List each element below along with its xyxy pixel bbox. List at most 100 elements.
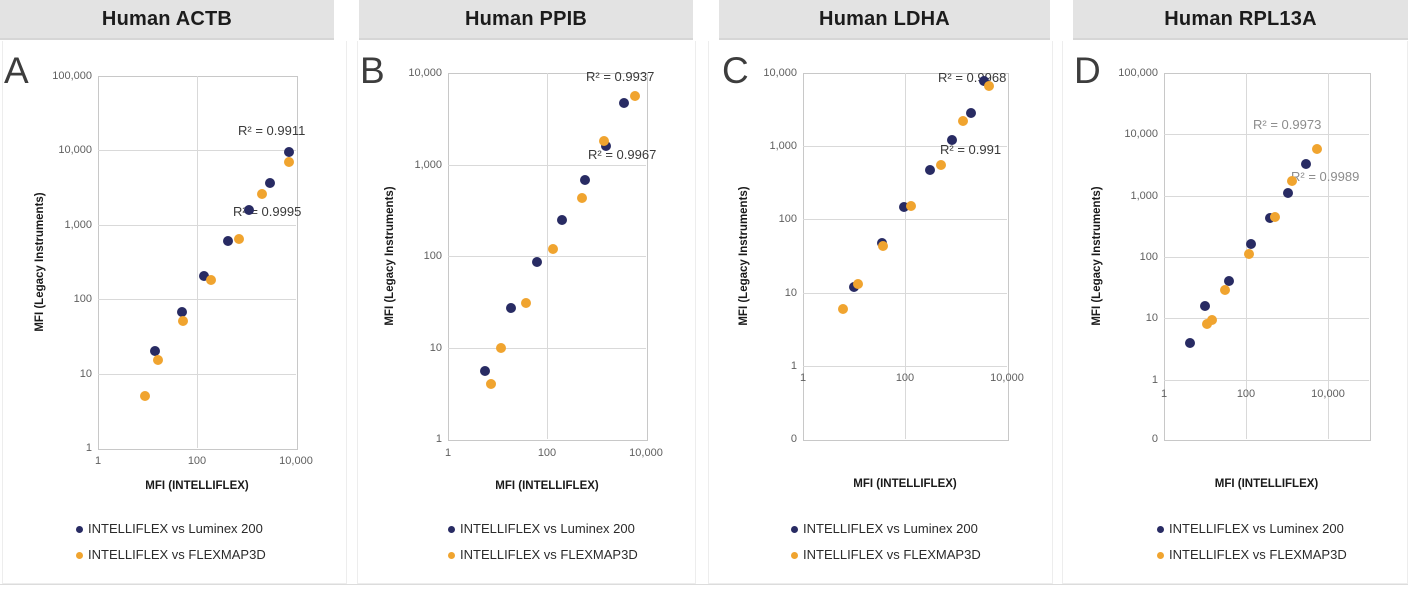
data-point-flexmap3d [1201,319,1212,330]
data-point-luminex200 [600,140,611,151]
y-tick-label: 1 [1151,373,1158,386]
x-tick-label: 10,000 [1311,388,1345,400]
data-point-luminex200 [979,76,990,87]
data-point-flexmap3d [1243,249,1254,260]
panel-frame [2,41,347,584]
legend-marker [1157,525,1164,533]
r2-annotation: R² = 0.9968 [938,70,1007,85]
data-point-flexmap3d [877,241,888,252]
data-point-flexmap3d [486,379,497,390]
legend-label: INTELLIFLEX vs Luminex 200 [460,521,635,536]
x-tick-label: 100 [537,447,557,459]
data-point-flexmap3d [152,355,163,366]
x-tick-label: 1 [799,372,807,384]
y-tick-label-zero: 0 [790,433,797,446]
gridline-horizontal [1164,318,1369,320]
legend-label: INTELLIFLEX vs Luminex 200 [803,521,978,536]
data-point-flexmap3d [205,275,216,286]
legend-marker [76,525,83,533]
y-tick-label: 10,000 [1124,128,1158,141]
y-tick-label: 1,000 [1130,189,1158,202]
y-tick-label: 10,000 [763,66,797,79]
legend-label: INTELLIFLEX vs Luminex 200 [88,521,263,536]
data-point-luminex200 [223,235,234,246]
legend-label: INTELLIFLEX vs Luminex 200 [1169,521,1344,536]
panel-letter: B [360,50,385,91]
data-point-luminex200 [1300,158,1311,169]
data-point-luminex200 [925,165,936,176]
data-point-luminex200 [579,174,590,185]
panel-header: Human ACTB [0,0,334,40]
gridline-horizontal [1164,195,1369,197]
data-point-luminex200 [199,271,210,281]
data-point-luminex200 [1245,239,1256,250]
y-tick-label: 10 [784,286,797,299]
data-point-flexmap3d [1207,314,1218,325]
data-point-flexmap3d [234,233,245,244]
panel-frame [708,41,1053,584]
data-point-luminex200 [506,303,517,314]
legend-label: INTELLIFLEX vs FLEXMAP3D [460,547,638,562]
data-point-flexmap3d [936,160,947,171]
gridline-vertical [197,76,198,448]
data-point-flexmap3d [853,279,864,290]
x-tick-label: 10,000 [629,447,663,459]
x-axis-title: MFI (INTELLIFLEX) [495,480,599,492]
r2-annotation: R² = 0.9995 [233,204,302,219]
x-tick-label: 10,000 [990,372,1024,384]
data-point-flexmap3d [547,243,558,254]
data-point-luminex200 [966,108,977,119]
data-point-flexmap3d [984,81,995,92]
data-point-luminex200 [946,135,957,146]
data-point-flexmap3d [576,193,587,204]
legend-label: INTELLIFLEX vs FLEXMAP3D [1169,547,1347,562]
data-point-luminex200 [532,257,543,268]
panel-letter: A [4,50,29,91]
data-point-luminex200 [1200,300,1210,311]
data-point-flexmap3d [177,315,188,326]
x-tick-label: 100 [895,372,915,384]
figure-bottom-rule [0,584,1408,585]
r2-annotation: R² = 0.9973 [1253,117,1322,132]
data-point-flexmap3d [257,188,268,199]
r2-annotation: R² = 0.991 [940,142,1002,157]
legend-item: INTELLIFLEX vs FLEXMAP3D [791,547,981,563]
data-point-flexmap3d [140,390,151,401]
x-tick-label: 1 [444,447,452,459]
gridline-horizontal [1164,134,1369,136]
panel-header: Human PPIB [359,0,693,40]
legend-item: INTELLIFLEX vs Luminex 200 [1157,521,1344,537]
legend-item: INTELLIFLEX vs FLEXMAP3D [1157,547,1347,563]
legend-marker [448,525,455,533]
data-point-flexmap3d [520,297,531,308]
panel-title: Human ACTB [101,7,233,30]
legend-marker [76,551,83,559]
data-point-luminex200 [176,307,187,318]
panel-header: Human RPL13A [1073,0,1408,40]
legend-item: INTELLIFLEX vs Luminex 200 [76,521,263,537]
data-point-flexmap3d [496,342,507,353]
y-tick-label: 1 [790,360,797,372]
r2-annotation: R² = 0.9937 [586,69,655,84]
x-axis-title: MFI (INTELLIFLEX) [1214,478,1319,490]
data-point-luminex200 [1184,337,1195,348]
gridline-horizontal [1164,256,1369,258]
panel-frame [357,41,696,584]
y-tick-label: 1,000 [64,218,92,231]
x-tick-label: 10,000 [279,455,313,467]
data-point-luminex200 [556,214,567,225]
legend-marker [448,551,455,559]
data-point-luminex200 [480,366,491,377]
data-point-luminex200 [149,346,160,357]
plot-area [98,76,298,450]
x-axis-title: MFI (INTELLIFLEX) [145,480,249,492]
data-point-luminex200 [1264,213,1275,223]
y-tick-label: 1 [435,433,442,446]
data-point-flexmap3d [905,201,916,212]
data-point-luminex200 [619,97,630,108]
x-axis-title: MFI (INTELLIFLEX) [853,478,957,490]
